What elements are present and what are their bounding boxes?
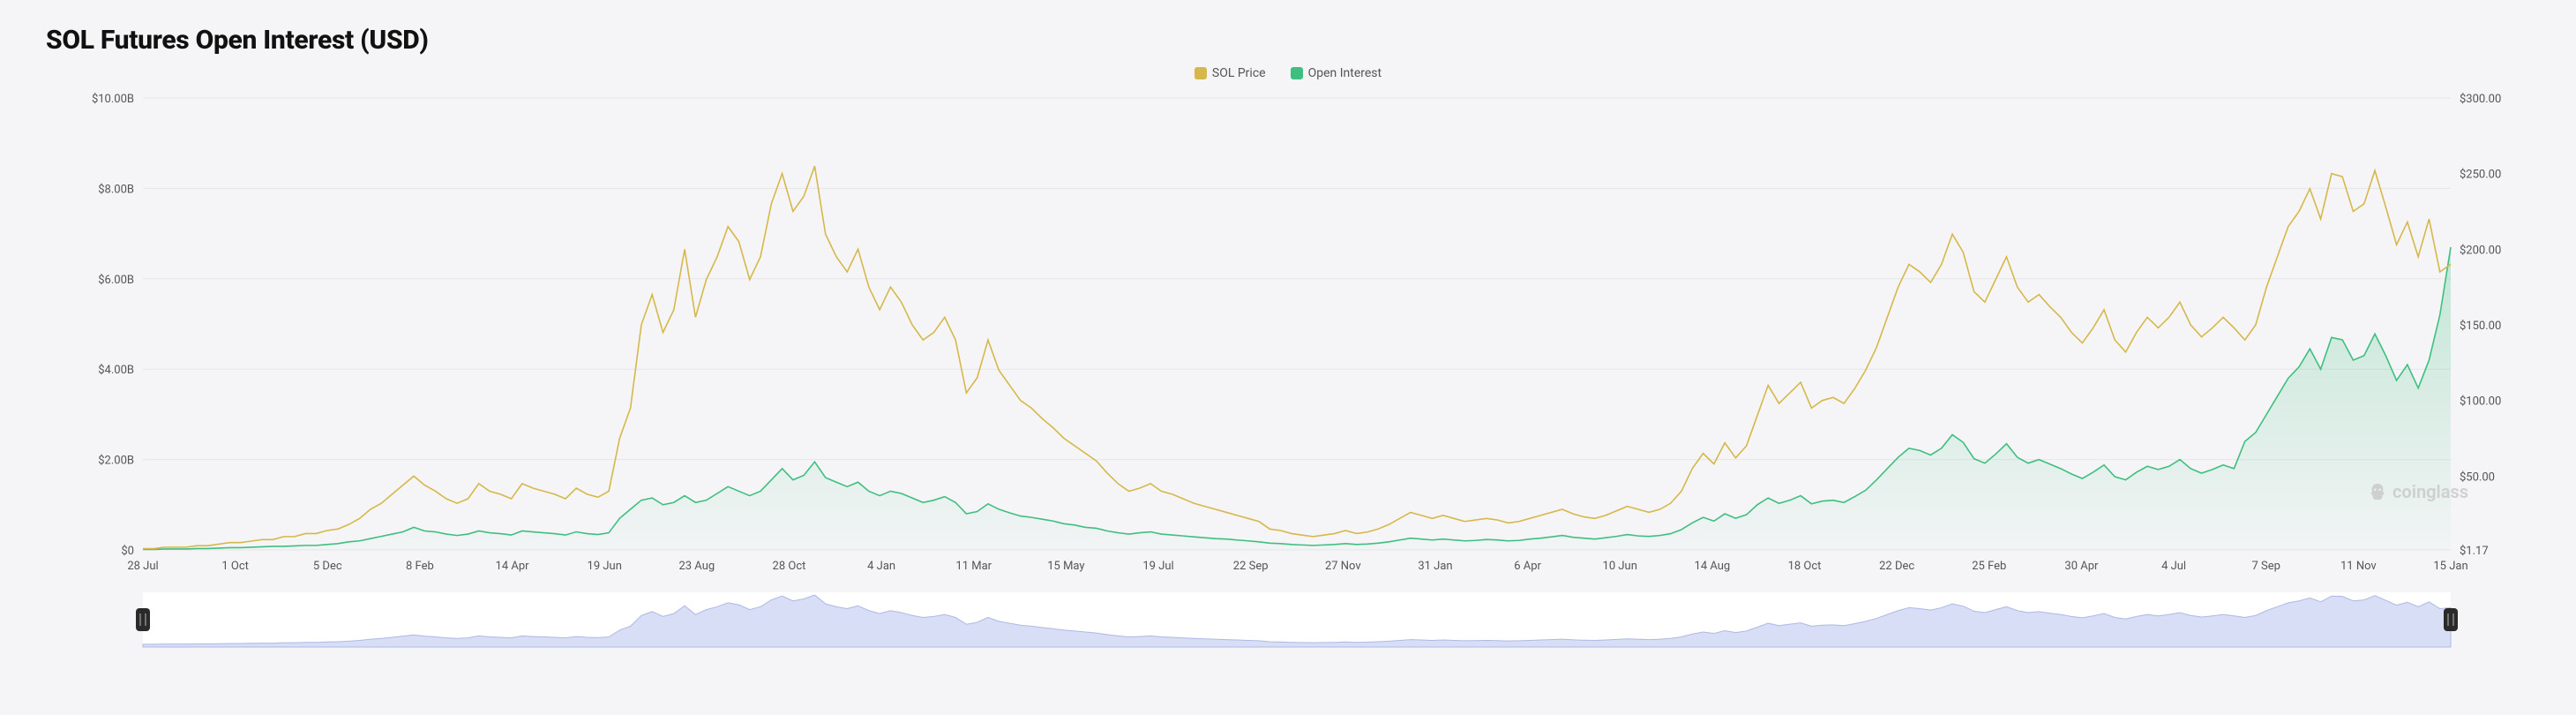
- svg-text:$100.00: $100.00: [2460, 395, 2501, 409]
- svg-text:7 Sep: 7 Sep: [2251, 560, 2280, 573]
- legend-item-oi[interactable]: Open Interest: [1291, 66, 1382, 80]
- brush-svg[interactable]: [46, 589, 2530, 651]
- svg-text:4 Jan: 4 Jan: [867, 560, 895, 573]
- legend-swatch-price: [1194, 67, 1207, 79]
- brush-handle-left[interactable]: [136, 608, 150, 631]
- svg-text:$50.00: $50.00: [2460, 470, 2495, 484]
- svg-text:8 Feb: 8 Feb: [406, 560, 434, 573]
- svg-text:14 Apr: 14 Apr: [496, 560, 530, 573]
- legend-label-price: SOL Price: [1212, 66, 1266, 80]
- svg-text:$0: $0: [121, 545, 134, 558]
- svg-text:18 Oct: 18 Oct: [1788, 560, 1822, 573]
- svg-text:15 Jan: 15 Jan: [2433, 560, 2467, 573]
- svg-text:22 Sep: 22 Sep: [1233, 560, 1269, 573]
- svg-text:23 Aug: 23 Aug: [678, 560, 715, 573]
- legend: SOL Price Open Interest: [46, 66, 2530, 80]
- svg-text:25 Feb: 25 Feb: [1972, 560, 2006, 573]
- svg-text:28 Jul: 28 Jul: [127, 560, 158, 573]
- svg-text:$300.00: $300.00: [2460, 93, 2501, 106]
- svg-text:15 May: 15 May: [1047, 560, 1084, 573]
- svg-text:6 Apr: 6 Apr: [1514, 560, 1541, 573]
- brush-area[interactable]: [46, 589, 2530, 651]
- svg-text:4 Jul: 4 Jul: [2161, 560, 2186, 573]
- svg-text:1 Oct: 1 Oct: [221, 560, 249, 573]
- svg-text:31 Jan: 31 Jan: [1418, 560, 1452, 573]
- svg-text:$2.00B: $2.00B: [98, 455, 134, 468]
- legend-item-price[interactable]: SOL Price: [1194, 66, 1266, 80]
- svg-text:10 Jun: 10 Jun: [1603, 560, 1637, 573]
- svg-text:5 Dec: 5 Dec: [313, 560, 342, 573]
- svg-text:27 Nov: 27 Nov: [1325, 560, 1361, 573]
- brush-handle-right[interactable]: [2444, 608, 2458, 631]
- legend-swatch-oi: [1291, 67, 1303, 79]
- svg-text:$150.00: $150.00: [2460, 320, 2501, 333]
- svg-text:$4.00B: $4.00B: [98, 364, 134, 377]
- svg-text:30 Apr: 30 Apr: [2064, 560, 2099, 573]
- chart-area[interactable]: $0 $2.00B $4.00B $6.00B $8.00B $10.00B $1.17 $5…: [46, 89, 2530, 583]
- legend-label-oi: Open Interest: [1308, 66, 1382, 80]
- svg-text:19 Jul: 19 Jul: [1142, 560, 1173, 573]
- svg-text:14 Aug: 14 Aug: [1695, 560, 1731, 573]
- svg-text:$6.00B: $6.00B: [98, 274, 134, 287]
- svg-text:$250.00: $250.00: [2460, 169, 2501, 182]
- svg-text:$8.00B: $8.00B: [98, 183, 134, 196]
- svg-text:11 Mar: 11 Mar: [955, 560, 992, 573]
- chart-svg: $0 $2.00B $4.00B $6.00B $8.00B $10.00B $1.17 $5…: [46, 89, 2530, 583]
- svg-text:28 Oct: 28 Oct: [773, 560, 806, 573]
- svg-text:19 Jun: 19 Jun: [588, 560, 622, 573]
- chart-title: SOL Futures Open Interest (USD): [46, 25, 2530, 56]
- svg-text:22 Dec: 22 Dec: [1879, 560, 1914, 573]
- svg-text:$200.00: $200.00: [2460, 244, 2501, 257]
- svg-text:11 Nov: 11 Nov: [2340, 560, 2377, 573]
- svg-text:$10.00B: $10.00B: [92, 93, 134, 106]
- svg-text:$1.17: $1.17: [2460, 545, 2489, 558]
